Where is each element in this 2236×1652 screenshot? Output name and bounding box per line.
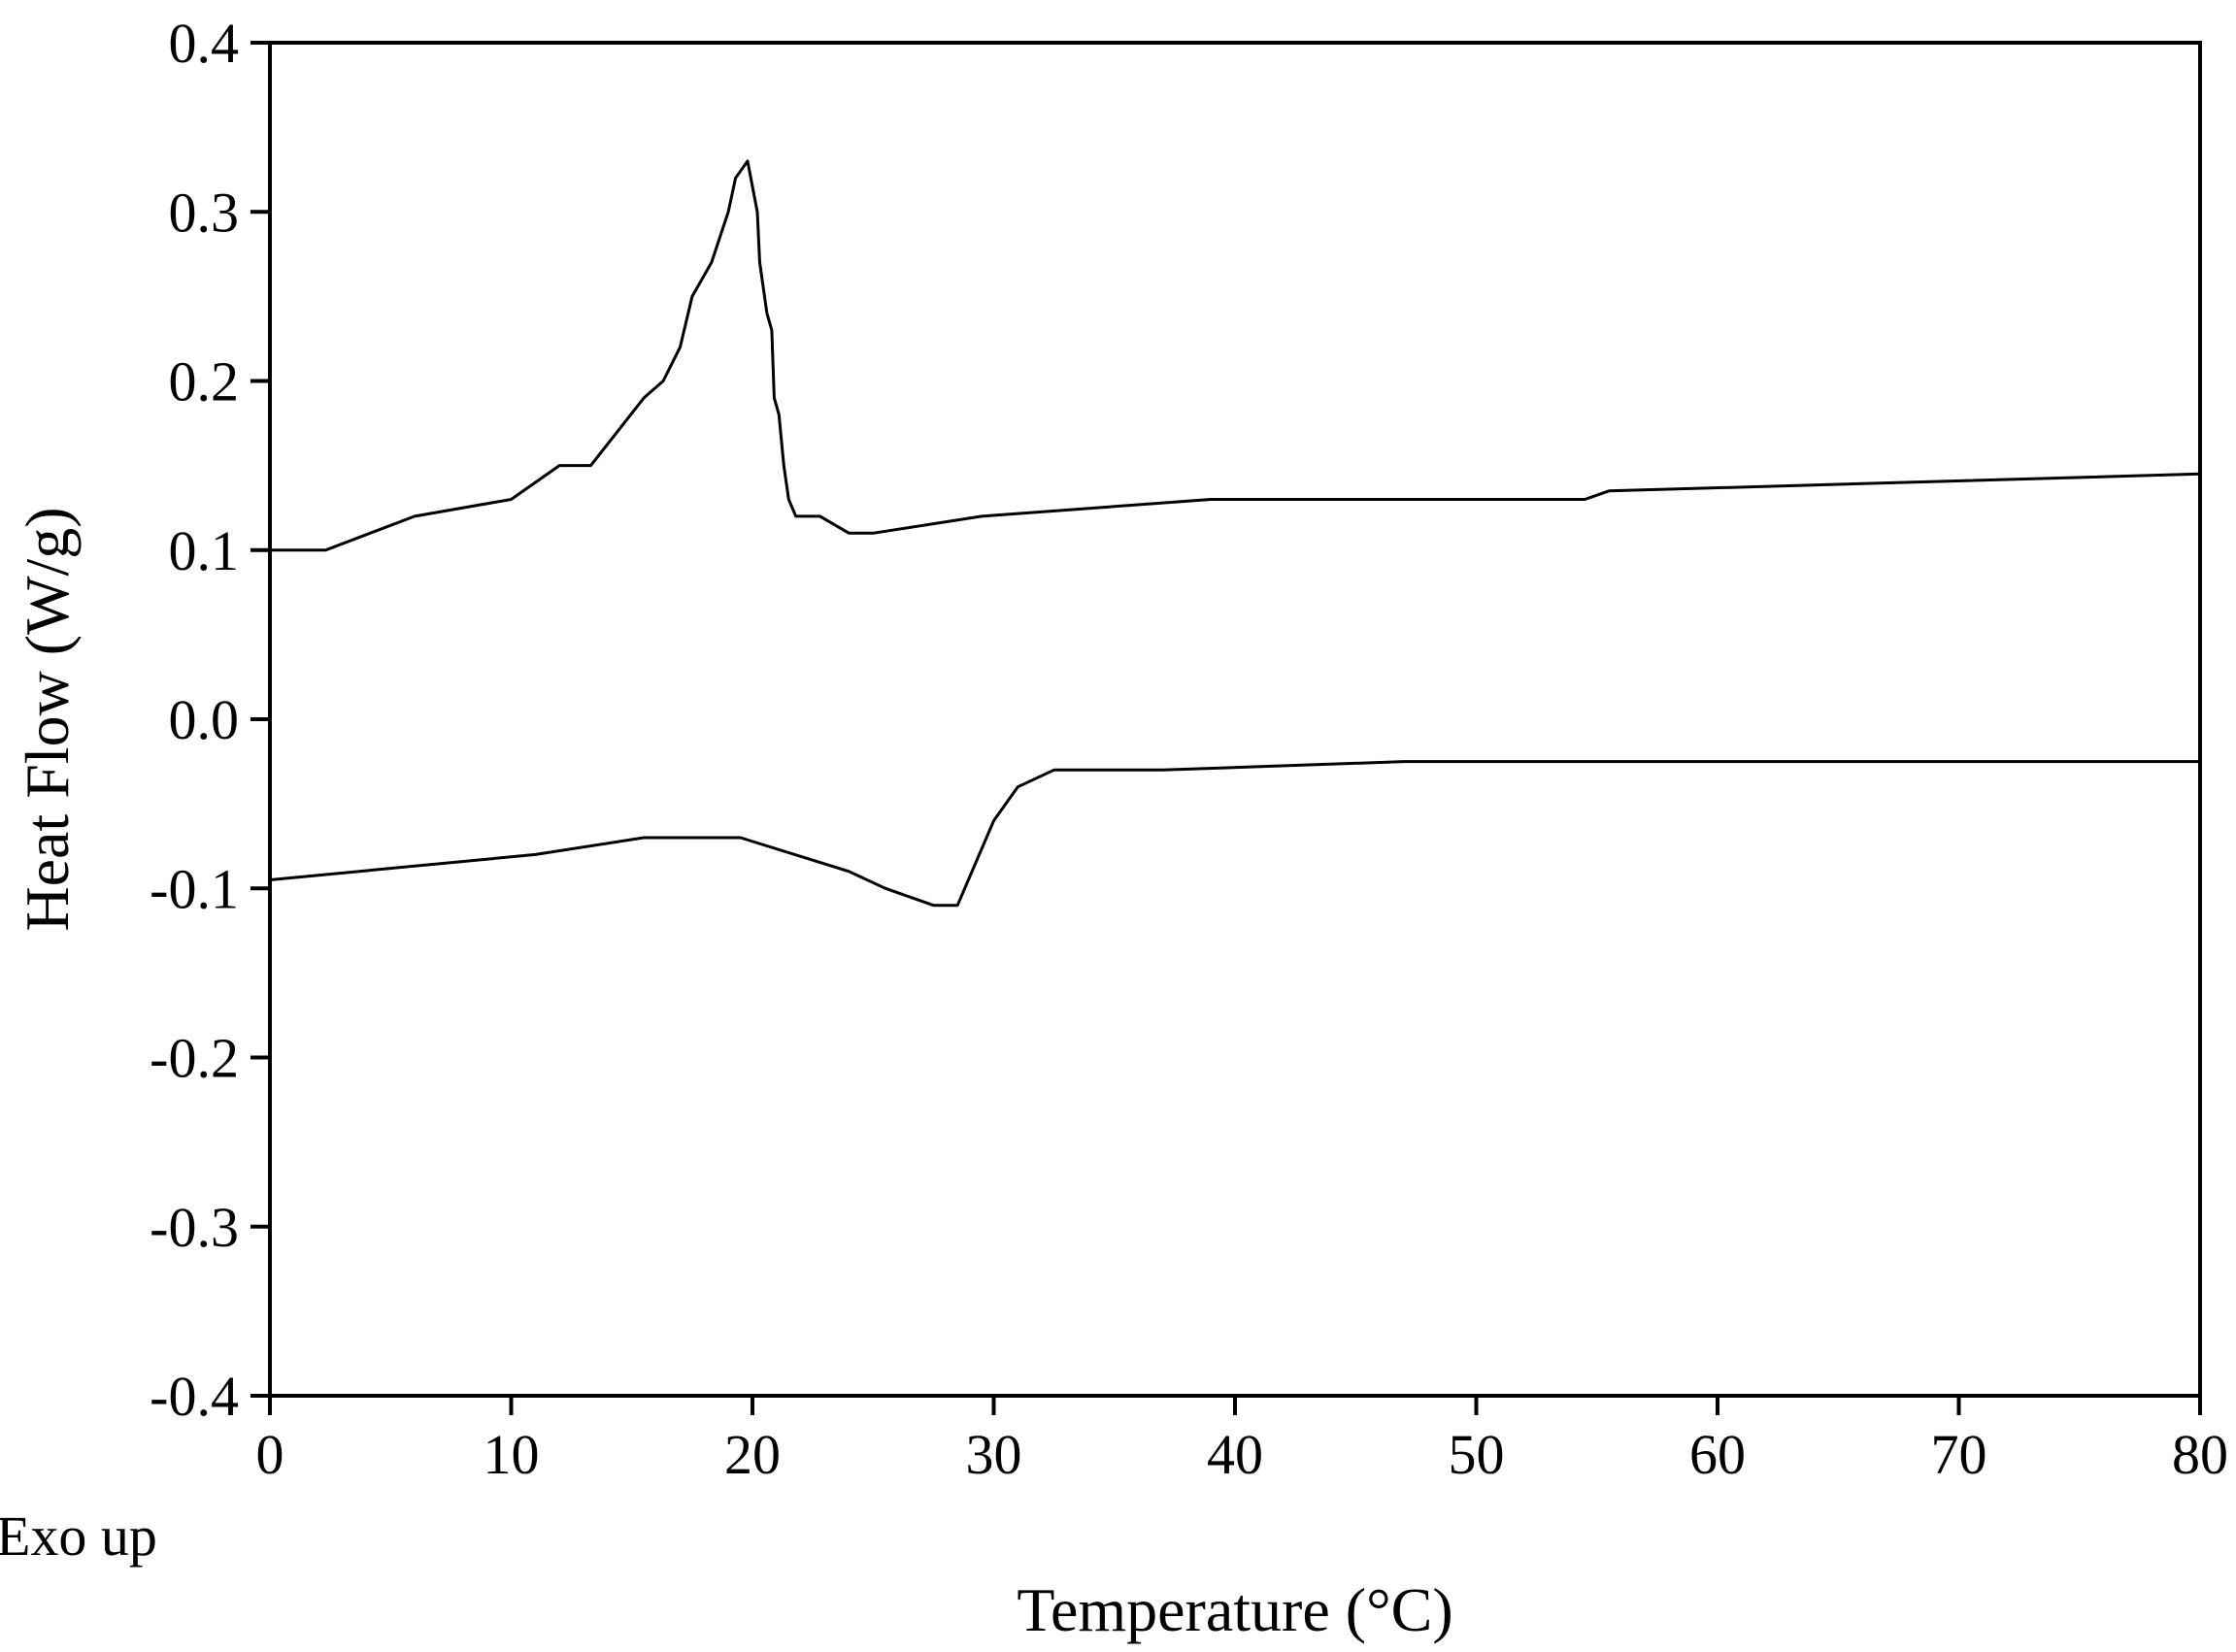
x-tick-label: 30 <box>966 1423 1022 1486</box>
x-tick-label: 20 <box>724 1423 781 1486</box>
plot-frame <box>268 41 2202 1398</box>
x-tick-label: 80 <box>2172 1423 2228 1486</box>
plot-area <box>268 41 2202 1398</box>
y-tick-label: -0.1 <box>150 857 239 920</box>
x-axis-ticks: 0 10 20 30 40 50 60 70 80 <box>256 1396 2228 1486</box>
series-line-1 <box>270 159 2201 552</box>
x-tick-label: 60 <box>1689 1423 1746 1486</box>
y-axis-ticks: 0.4 0.3 0.2 0.1 0.0 -0.1 -0.2 -0.3 -0.4 <box>150 12 270 1428</box>
y-tick-label: 0.1 <box>169 519 240 582</box>
x-tick-label: 70 <box>1931 1423 1987 1486</box>
x-tick-label: 50 <box>1449 1423 1505 1486</box>
series-layer <box>269 159 2201 908</box>
y-axis-title: Heat Flow (W/g) <box>13 507 82 931</box>
x-tick-label: 40 <box>1207 1423 1263 1486</box>
y-tick-label: 0.2 <box>169 350 240 413</box>
y-tick-label: -0.3 <box>150 1196 239 1259</box>
y-tick-label: -0.4 <box>150 1365 239 1428</box>
y-tick-label: 0.3 <box>169 181 240 244</box>
x-tick-label: 0 <box>256 1423 284 1486</box>
x-tick-label: 10 <box>484 1423 540 1486</box>
x-axis-title: Temperature (°C) <box>1017 1575 1452 1644</box>
y-tick-label: -0.2 <box>150 1027 239 1090</box>
exo-up-annotation: Exo up <box>0 1504 157 1568</box>
series-line-2 <box>269 760 2200 908</box>
y-tick-label: 0.0 <box>169 688 240 751</box>
y-tick-label: 0.4 <box>169 12 240 75</box>
